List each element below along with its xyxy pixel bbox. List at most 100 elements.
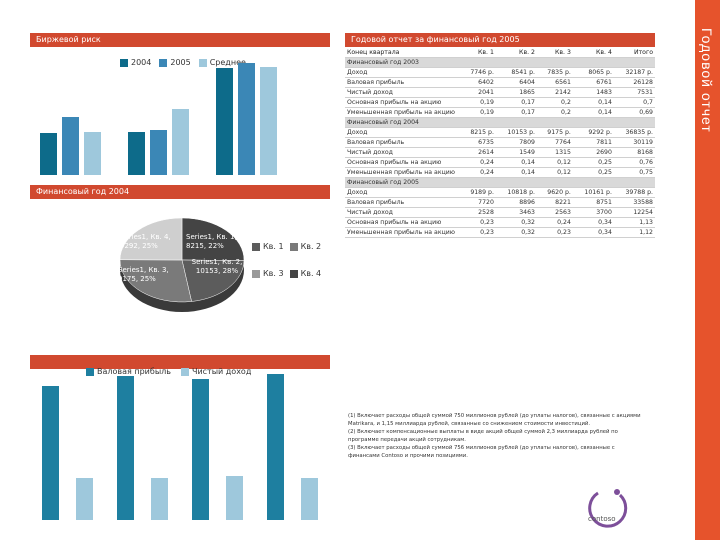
bottom-bar — [151, 477, 168, 520]
table-cell: 9620 р. — [547, 189, 571, 196]
table-cell: 36835 р. — [625, 129, 653, 136]
bottom-bar — [76, 477, 93, 520]
table-cell: 0,23 — [480, 229, 494, 236]
row-label: Уменьшенная прибыль на акцию — [347, 169, 456, 176]
row-label: Валовая прибыль — [347, 199, 405, 206]
pie-label-q3: Series1, Кв. 3, 9175, 25% — [118, 266, 169, 283]
risk-bar — [40, 133, 57, 175]
section-label: Финансовый год 2003 — [345, 57, 655, 68]
bottom-bar — [117, 375, 134, 520]
risk-bar — [62, 116, 79, 175]
bottom-bar — [267, 373, 284, 520]
table-row: Уменьшенная прибыль на акцию 0,23 0,32 0,23… — [345, 228, 655, 238]
legend-label: Чистый доход — [191, 367, 252, 376]
row-label: Основная прибыль на акцию — [347, 219, 442, 226]
risk-bar — [150, 129, 167, 175]
table-cell: 0,34 — [598, 229, 612, 236]
bottom-chart-header — [30, 355, 330, 369]
legend-label: Кв. 4 — [300, 269, 322, 278]
table-cell: 8751 — [596, 199, 612, 206]
pie-slice — [119, 217, 183, 261]
risk-bar — [128, 132, 145, 175]
table-cell: 0,7 — [643, 99, 653, 106]
pie-slice — [119, 259, 192, 303]
table-cell: 1,13 — [639, 219, 653, 226]
table-cell: 26128 — [633, 79, 653, 86]
header-cell: Конец квартала — [347, 49, 400, 56]
table-cell: 2614 — [478, 149, 494, 156]
report-title: Годовой отчет за финансовый год 2005 — [345, 33, 655, 47]
table-cell: 0,12 — [557, 159, 571, 166]
table-cell: 0,25 — [598, 159, 612, 166]
table-cell: 0,2 — [561, 109, 571, 116]
table-cell: 32187 р. — [625, 69, 653, 76]
risk-bar — [84, 132, 101, 175]
table-cell: 1865 — [519, 89, 535, 96]
table-cell: 9189 р. — [470, 189, 494, 196]
table-cell: 7531 — [637, 89, 653, 96]
table-cell: 8896 — [519, 199, 535, 206]
footnotes: (1) Включает расходы общей суммой 750 ми… — [348, 412, 648, 460]
table-cell: 0,34 — [598, 219, 612, 226]
table-cell: 8221 — [555, 199, 571, 206]
table-cell: 0,32 — [521, 229, 535, 236]
table-cell: 6402 — [478, 79, 494, 86]
table-row: Основная прибыль на акцию 0,24 0,14 0,12 0,2… — [345, 158, 655, 168]
side-title-bar: Годовой отчет — [695, 0, 720, 540]
table-cell: 7835 р. — [547, 69, 571, 76]
logo-text: contoso — [588, 515, 616, 523]
table-cell: 7720 — [478, 199, 494, 206]
table-cell: 10161 р. — [584, 189, 612, 196]
table-row: Валовая прибыль 6402 6404 6561 6761 26128 — [345, 78, 655, 88]
table-row: Доход 9189 р. 10818 р. 9620 р. 10161 р. 39788… — [345, 188, 655, 198]
header-cell: Кв. 3 — [554, 49, 571, 56]
table-row: Валовая прибыль 6735 7809 7764 7811 30119 — [345, 138, 655, 148]
table-cell: 0,17 — [521, 99, 535, 106]
legend-label: Валовая прибыль — [97, 367, 171, 376]
risk-legend: 2004 2005 Среднее — [120, 58, 246, 67]
risk-bar — [216, 68, 233, 175]
pie-label-q2: Series1, Кв. 2, 10153, 28% — [191, 258, 243, 275]
table-cell: 0,23 — [557, 229, 571, 236]
bottom-bar — [301, 477, 318, 520]
table-row: Основная прибыль на акцию 0,19 0,17 0,2 0,14… — [345, 98, 655, 108]
table-cell: 2142 — [555, 89, 571, 96]
row-label: Основная прибыль на акцию — [347, 159, 442, 166]
bottom-legend: Валовая прибыль Чистый доход — [86, 367, 251, 376]
row-label: Валовая прибыль — [347, 79, 405, 86]
table-cell: 9175 р. — [547, 129, 571, 136]
row-label: Чистый доход — [347, 149, 393, 156]
table-row: Доход 8215 р. 10153 р. 9175 р. 9292 р. 36835 … — [345, 128, 655, 138]
table-cell: 12254 — [633, 209, 653, 216]
table-cell: 0,24 — [480, 169, 494, 176]
legend-label: Кв. 3 — [263, 269, 284, 278]
table-cell: 7746 р. — [470, 69, 494, 76]
header-cell: Итого — [633, 49, 653, 56]
table-cell: 10818 р. — [507, 189, 535, 196]
table-cell: 1483 — [596, 89, 612, 96]
legend-swatch — [120, 58, 128, 67]
table-cell: 6404 — [519, 79, 535, 86]
footnote: (2) Включает компенсационные выплаты в в… — [348, 429, 618, 443]
header-cell: Кв. 4 — [596, 49, 612, 56]
row-label: Чистый доход — [347, 89, 393, 96]
table-row: Основная прибыль на акцию 0,23 0,32 0,24 0,3… — [345, 218, 655, 228]
financial-table: Конец квартала Кв. 1 Кв. 2 Кв. 3 Кв. 4 Итого Ф… — [345, 48, 655, 238]
legend-label: Среднее — [209, 58, 246, 67]
table-cell: 1,12 — [639, 229, 653, 236]
table-cell: 8168 — [637, 149, 653, 156]
risk-chart-title: Биржевой риск — [30, 33, 330, 47]
header-cell: Кв. 1 — [478, 49, 494, 56]
legend-swatch — [252, 242, 260, 251]
table-row: Чистый доход 2614 1549 1315 2690 8168 — [345, 148, 655, 158]
table-cell: 0,76 — [639, 159, 653, 166]
table-cell: 39788 р. — [625, 189, 653, 196]
risk-bar — [260, 67, 277, 175]
table-cell: 10153 р. — [507, 129, 535, 136]
footnote: (3) Включает расходы общей суммой 756 ми… — [348, 445, 615, 459]
table-cell: 9292 р. — [588, 129, 612, 136]
risk-bar — [238, 63, 255, 175]
table-row: Чистый доход 2041 1865 2142 1483 7531 — [345, 88, 655, 98]
pie-slice — [181, 217, 245, 261]
row-label: Уменьшенная прибыль на акцию — [347, 109, 456, 116]
